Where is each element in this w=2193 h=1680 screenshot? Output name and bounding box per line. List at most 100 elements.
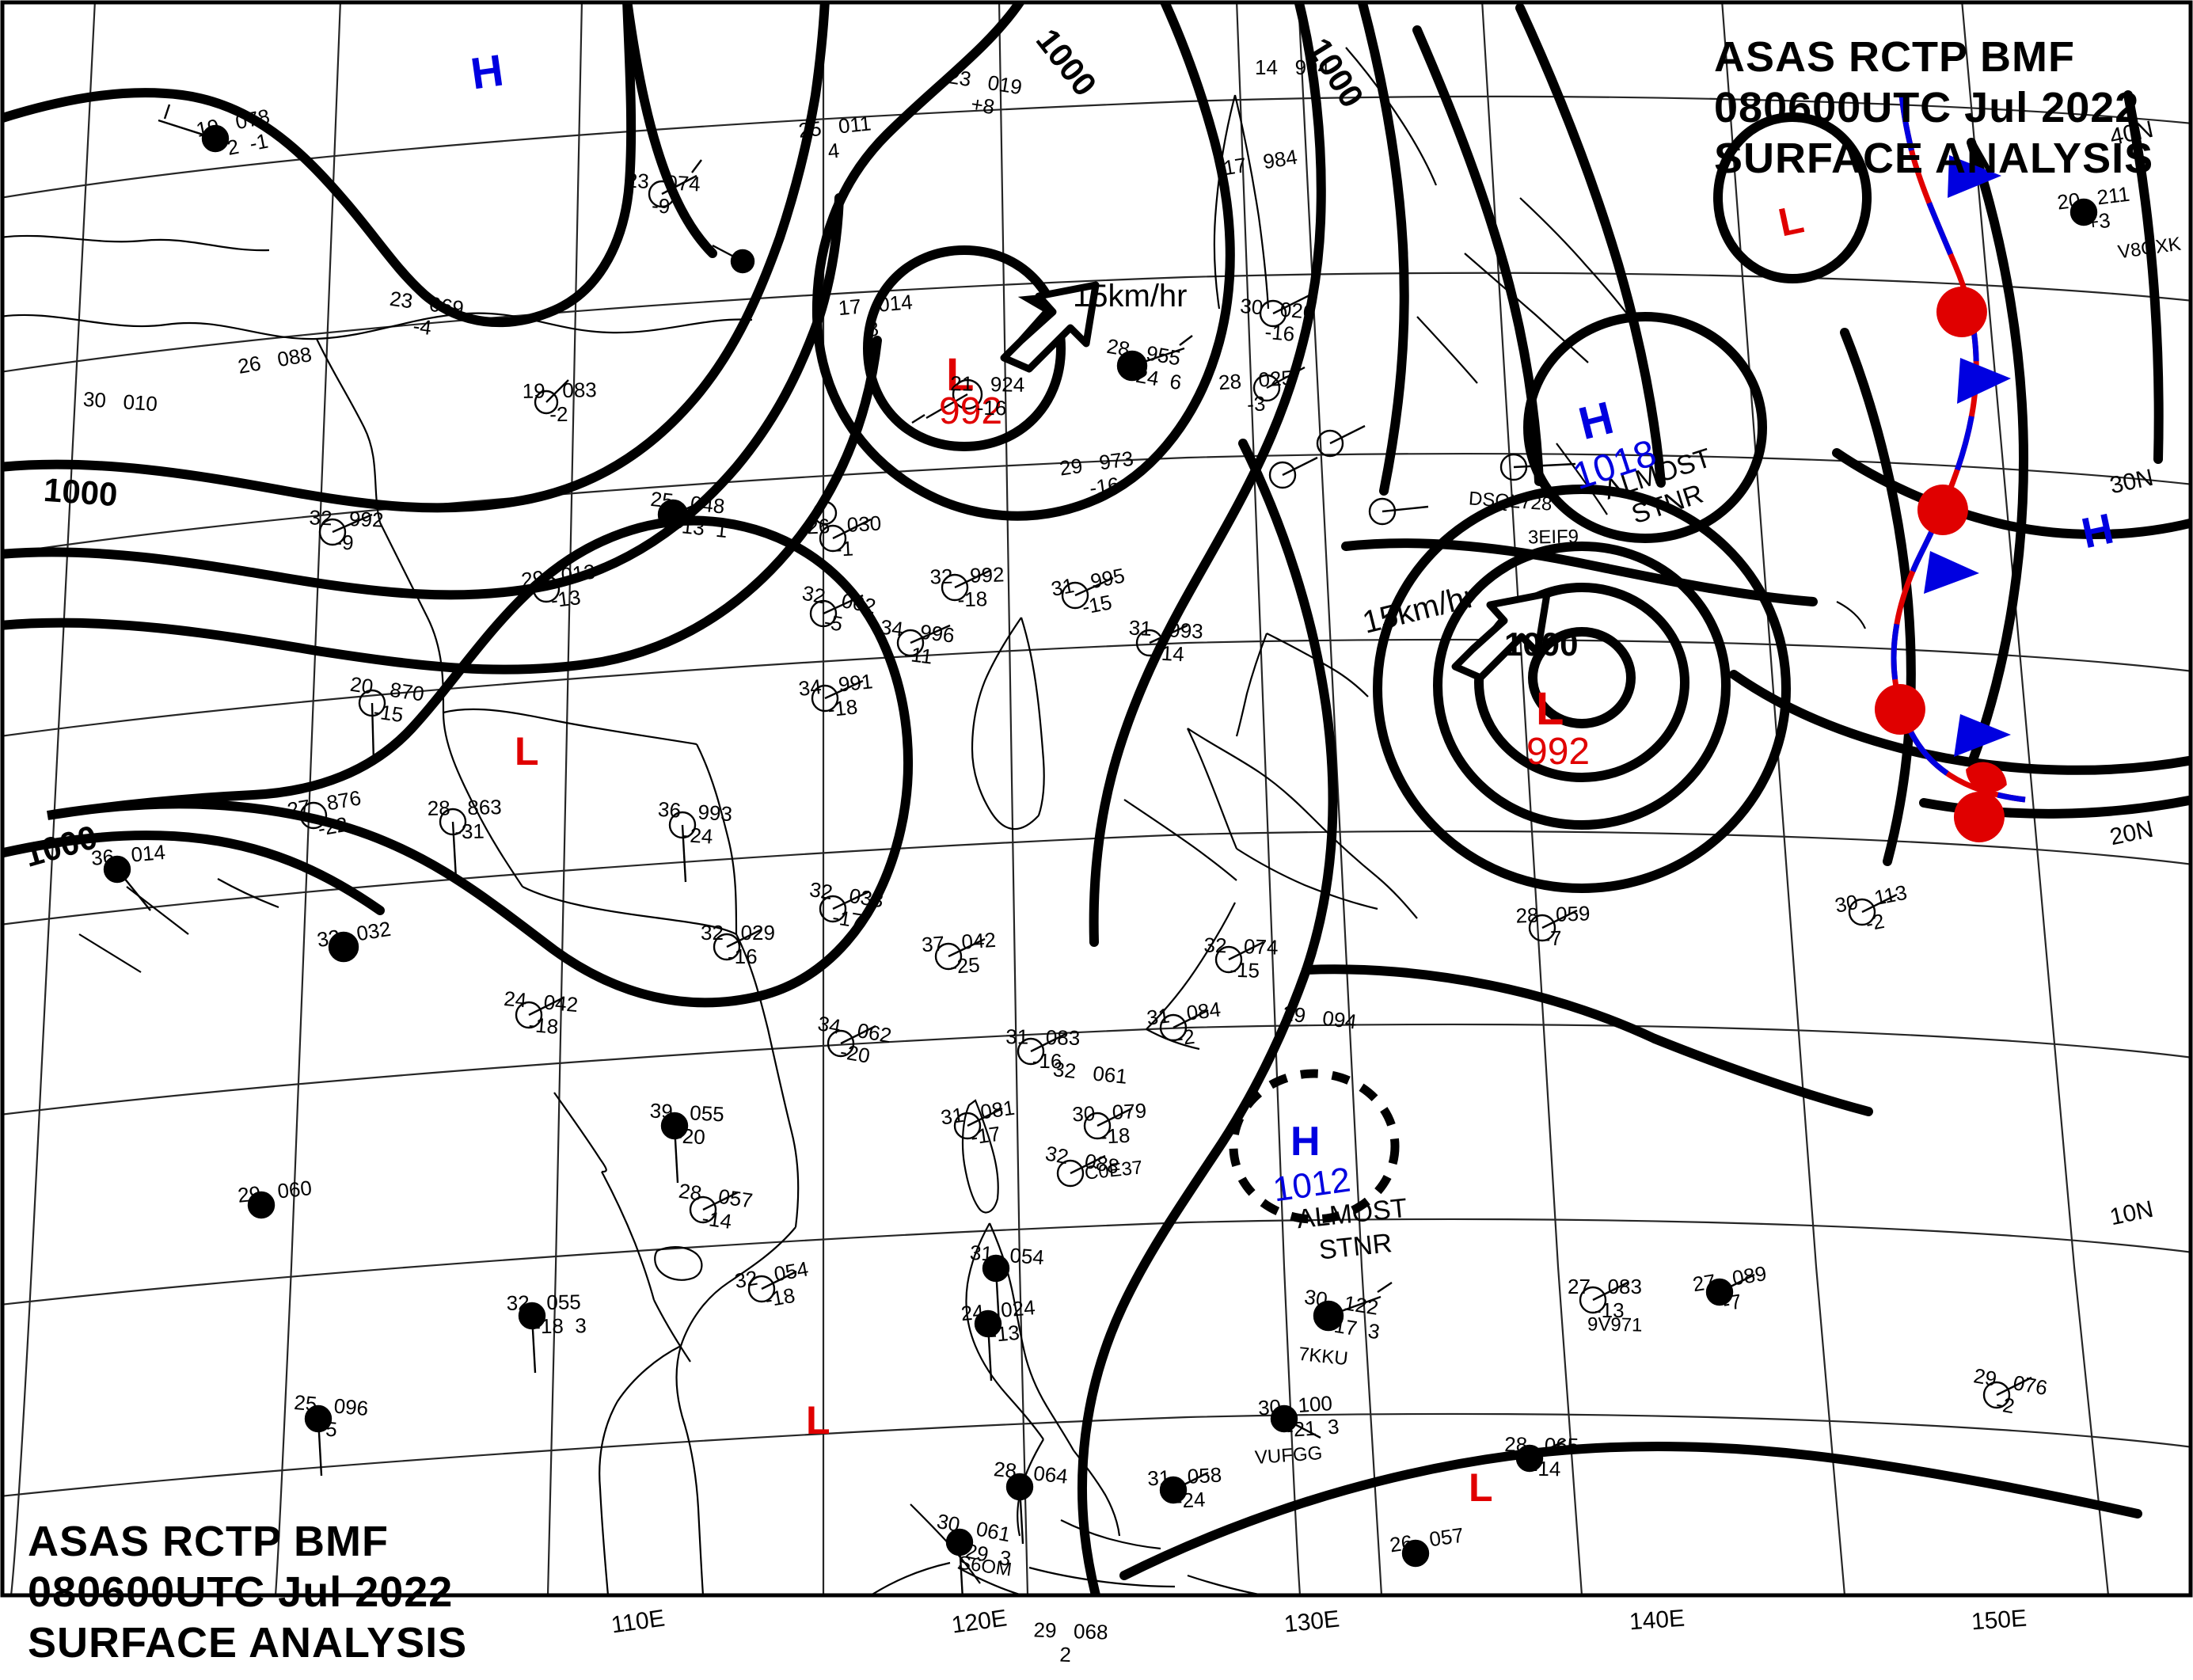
station-report: 34 996 -11	[876, 614, 956, 671]
station-temp-pressure: 28 863	[427, 795, 502, 820]
station-report: 26 030 -1	[806, 511, 883, 563]
almost-stationary-high-circle	[1229, 1069, 1400, 1224]
station-temp-pressure: 30 079	[1071, 1098, 1147, 1127]
station-temp-pressure: 27 083	[1568, 1275, 1642, 1298]
low-center-symbol-6: L	[1469, 1465, 1493, 1510]
station-dewpoint: -24	[682, 823, 714, 849]
station-dewpoint: -31	[454, 819, 485, 844]
station-temp-pressure: 31 058	[1146, 1462, 1222, 1491]
motion-arrow-1	[1000, 281, 1100, 373]
header-title-block: ASAS RCTP BMF 080600UTC Jul 2022 SURFACE…	[1714, 32, 2153, 184]
station-report: 25 011 4	[797, 111, 875, 165]
station-temp-pressure: 32 074	[1203, 933, 1279, 960]
station-report: 25 096 -5	[291, 1390, 369, 1444]
station-temp-pressure: 31 083	[1005, 1024, 1081, 1050]
station-dewpoint: -13	[989, 1320, 1021, 1347]
station-temp-pressure: 23 074	[625, 168, 701, 196]
station-dewpoint: 2	[1058, 1642, 1072, 1667]
station-dewpoint: -14	[1154, 640, 1185, 667]
station-report: 34 991 -18	[797, 669, 876, 724]
station-report: 27 083 -13	[1568, 1275, 1642, 1322]
footer-line-3: SURFACE ANALYSIS	[28, 1619, 468, 1667]
low-center-value-4: 992	[1526, 731, 1591, 773]
station-dewpoint: -25	[949, 952, 981, 979]
station-report: 29 068 2	[1032, 1617, 1108, 1667]
station-report: 28 863 -31	[427, 795, 502, 844]
station-dewpoint: -24	[1175, 1487, 1207, 1513]
station-dewpoint: -5	[317, 1416, 339, 1442]
station-report: 28 025 -3	[1218, 366, 1295, 418]
footer-line-2: 080600UTC Jul 2022	[28, 1568, 454, 1616]
station-temp-pressure: 14 994	[1255, 55, 1329, 79]
station-temp-pressure: 31 993	[1128, 615, 1204, 644]
station-report: 32 055 -18 3	[506, 1290, 587, 1339]
station-temp-pressure: 26 030	[806, 511, 882, 539]
station-report: 28 065 -14	[1503, 1432, 1579, 1481]
station-plots	[103, 104, 2098, 1594]
station-report: 19 083 -2	[522, 378, 597, 427]
station-report: 25 048 -13 1	[647, 487, 731, 542]
station-temp-pressure: 28 059	[1515, 901, 1591, 928]
station-dewpoint: -16	[728, 945, 758, 968]
station-report: 23 069 -4	[385, 287, 465, 344]
station-report: 30 079 -18	[1071, 1099, 1148, 1150]
station-report: 28 057 -14	[674, 1179, 754, 1236]
station-report: 31 084 -2	[1146, 997, 1226, 1053]
station-temp-pressure: 32 992	[309, 505, 385, 532]
station-dewpoint: -18 3	[534, 1313, 587, 1339]
station-report: 32 992 -18	[929, 562, 1005, 612]
header-line-1: ASAS RCTP BMF	[1714, 33, 2076, 81]
station-dewpoint: -13	[1594, 1298, 1625, 1322]
station-report: 29 013 -13	[520, 559, 600, 615]
station-dewpoint: -1	[834, 536, 854, 561]
lon-label-140e: 140E	[1628, 1605, 1686, 1636]
station-report: 37 042 -25	[921, 928, 998, 980]
station-temp-pressure: 32 992	[929, 562, 1005, 589]
station-report: 20 870 -15	[345, 672, 425, 729]
occluded-front	[1874, 94, 2026, 842]
station-report: 14 994	[1255, 55, 1329, 79]
isobar-label-1000-c: 1000	[42, 470, 119, 514]
station-report: 21 924 -16	[949, 371, 1024, 420]
station-dewpoint: 8	[866, 316, 880, 342]
station-report: 20 211 +3	[2056, 182, 2134, 238]
low-center-symbol-3: L	[515, 729, 539, 773]
lon-label-130e: 130E	[1283, 1606, 1341, 1638]
low-center-symbol-5: L	[806, 1398, 830, 1442]
station-dewpoint: -14	[1530, 1456, 1561, 1481]
station-report: 23 074 -9	[624, 169, 701, 220]
station-report: 17 014 8	[838, 290, 916, 344]
footer-title-block: ASAS RCTP BMF 080600UTC Jul 2022 SURFACE…	[28, 1516, 467, 1668]
low-center-symbol-1: L	[946, 349, 975, 401]
station-dewpoint: -9	[334, 530, 355, 555]
station-dewpoint: -16	[1264, 319, 1296, 347]
station-callsign: 9V971	[1587, 1313, 1643, 1336]
motion-arrow-2	[1451, 590, 1551, 682]
high-center-symbol-4: H	[1290, 1119, 1321, 1165]
station-temp-pressure: 32 029	[701, 921, 775, 945]
station-dewpoint: -16	[976, 395, 1007, 420]
station-report: 36 993 -24	[656, 797, 733, 850]
isobars	[2, 2, 2191, 1594]
station-dewpoint: 4	[827, 138, 841, 164]
station-report: 31 058 -24	[1146, 1463, 1223, 1515]
high-center-note-4: ALMOST STNR	[1295, 1192, 1409, 1266]
station-dewpoint: -2	[549, 401, 568, 427]
station-dewpoint: -7	[1543, 926, 1563, 951]
station-temp-pressure: 19 083	[522, 378, 597, 403]
station-temp-pressure: 21 924	[950, 371, 1025, 397]
header-line-3: SURFACE ANALYSIS	[1714, 135, 2154, 182]
station-report: 32 992 -9	[308, 505, 384, 555]
station-dewpoint: -9	[651, 193, 671, 219]
station-report: 28 059 -7	[1515, 901, 1591, 951]
station-temp-pressure: 29 068	[1033, 1617, 1109, 1644]
low-center-symbol-4: L	[1536, 683, 1564, 735]
lon-label-150e: 150E	[1970, 1605, 2028, 1636]
station-temp-pressure: 32 055	[506, 1290, 581, 1315]
station-dewpoint: -18	[1100, 1123, 1131, 1149]
station-dewpoint: -15	[1229, 957, 1260, 983]
footer-line-1: ASAS RCTP BMF	[28, 1518, 390, 1565]
isobar-label-1000-e: 1000	[1504, 625, 1579, 663]
